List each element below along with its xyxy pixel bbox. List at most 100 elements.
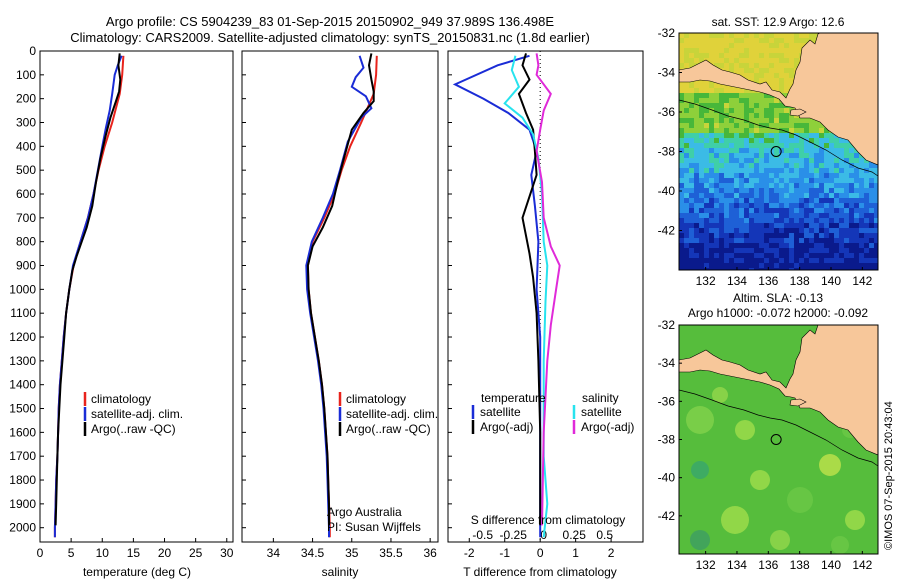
sst-cell [724, 218, 729, 223]
sst-cell [779, 123, 784, 128]
sst-cell [814, 183, 819, 188]
sst-cell [849, 203, 854, 208]
temperature-tick-label: 5 [68, 546, 75, 560]
sst-cell [874, 193, 878, 198]
sst-cell [744, 93, 749, 98]
sst-cell [759, 63, 764, 68]
sst-cell [724, 133, 729, 138]
sst-cell [749, 113, 754, 118]
sst-cell [734, 228, 739, 233]
sst-cell [779, 218, 784, 223]
sst-cell [829, 198, 834, 203]
sst-cell [679, 158, 684, 163]
sst-cell [694, 138, 699, 143]
sst-cell [714, 178, 719, 183]
sst-cell [804, 128, 809, 133]
sst-cell [869, 203, 874, 208]
sst-cell [749, 263, 754, 268]
legend-label-t-satellite: satellite [480, 405, 521, 419]
sst-cell [694, 93, 699, 98]
sst-cell [844, 248, 849, 253]
sst-cell [689, 253, 694, 258]
sst-cell [824, 253, 829, 258]
sst-cell [839, 143, 844, 148]
sst-cell [869, 213, 874, 218]
sst-cell [794, 258, 799, 263]
sst-cell [759, 113, 764, 118]
sst-cell [759, 153, 764, 158]
sst-cell [734, 43, 739, 48]
sst-cell [734, 93, 739, 98]
sst-cell [774, 158, 779, 163]
sst-cell [844, 143, 849, 148]
sst-cell [714, 53, 719, 58]
sst-cell [724, 93, 729, 98]
sst-cell [729, 213, 734, 218]
header-line1: Argo profile: CS 5904239_83 01-Sep-2015 … [106, 14, 554, 29]
sst-cell [769, 243, 774, 248]
series-line-argo-raw-qc- [54, 53, 122, 526]
sst-cell [679, 143, 684, 148]
sst-cell [694, 98, 699, 103]
sst-cell [804, 268, 809, 270]
sst-cell [744, 228, 749, 233]
sst-cell [749, 213, 754, 218]
sst-cell [834, 188, 839, 193]
depth-tick-label: 600 [16, 187, 36, 201]
sst-cell [744, 173, 749, 178]
sst-cell [779, 223, 784, 228]
sst-cell [829, 203, 834, 208]
sst-cell [734, 38, 739, 43]
salinity-legend: climatology satellite-adj. clim. Argo(..… [338, 392, 438, 436]
depth-tick-label: 700 [16, 211, 36, 225]
sst-land-mass [679, 33, 878, 166]
sst-cell [689, 173, 694, 178]
sst-cell [859, 248, 864, 253]
sst-cell [799, 153, 804, 158]
sst-cell [679, 223, 684, 228]
latitude-tick-label: -40 [658, 184, 676, 198]
latitude-tick-label: -32 [658, 26, 676, 40]
sst-cell [699, 238, 704, 243]
sst-cell [704, 33, 709, 38]
sst-cell [799, 138, 804, 143]
sst-cell [864, 198, 869, 203]
sst-cell [779, 258, 784, 263]
sla-argo-location-marker [770, 434, 782, 445]
sst-cell [684, 113, 689, 118]
sst-cell [759, 33, 764, 38]
sst-cell [824, 228, 829, 233]
sst-cell [679, 83, 684, 88]
sst-cell [839, 158, 844, 163]
sst-cell [814, 218, 819, 223]
sst-cell [814, 213, 819, 218]
sst-cell [764, 228, 769, 233]
sst-cell [804, 248, 809, 253]
legend-label-climatology: climatology [346, 392, 406, 406]
sst-cell [754, 118, 759, 123]
sst-cell [824, 203, 829, 208]
sst-cell [704, 88, 709, 93]
sst-cell [779, 243, 784, 248]
sst-cell [769, 233, 774, 238]
sst-cell [769, 218, 774, 223]
sst-cell [799, 173, 804, 178]
sst-cell [729, 228, 734, 233]
sst-cell [804, 223, 809, 228]
sst-cell [764, 223, 769, 228]
sst-cell [709, 198, 714, 203]
sst-cell [814, 188, 819, 193]
sst-cell [809, 198, 814, 203]
sst-cell [769, 48, 774, 53]
imos-credit: ©IMOS 07-Sep-2015 20:43:04 [883, 401, 895, 550]
sst-cell [689, 118, 694, 123]
sst-cell [799, 233, 804, 238]
sst-cell [874, 163, 878, 168]
sst-cell [794, 58, 799, 63]
sst-cell [799, 208, 804, 213]
t-difference-tick-label: -2 [464, 546, 475, 560]
sst-cell [809, 138, 814, 143]
sst-cell [824, 223, 829, 228]
sst-cell [844, 228, 849, 233]
sst-cell [829, 163, 834, 168]
